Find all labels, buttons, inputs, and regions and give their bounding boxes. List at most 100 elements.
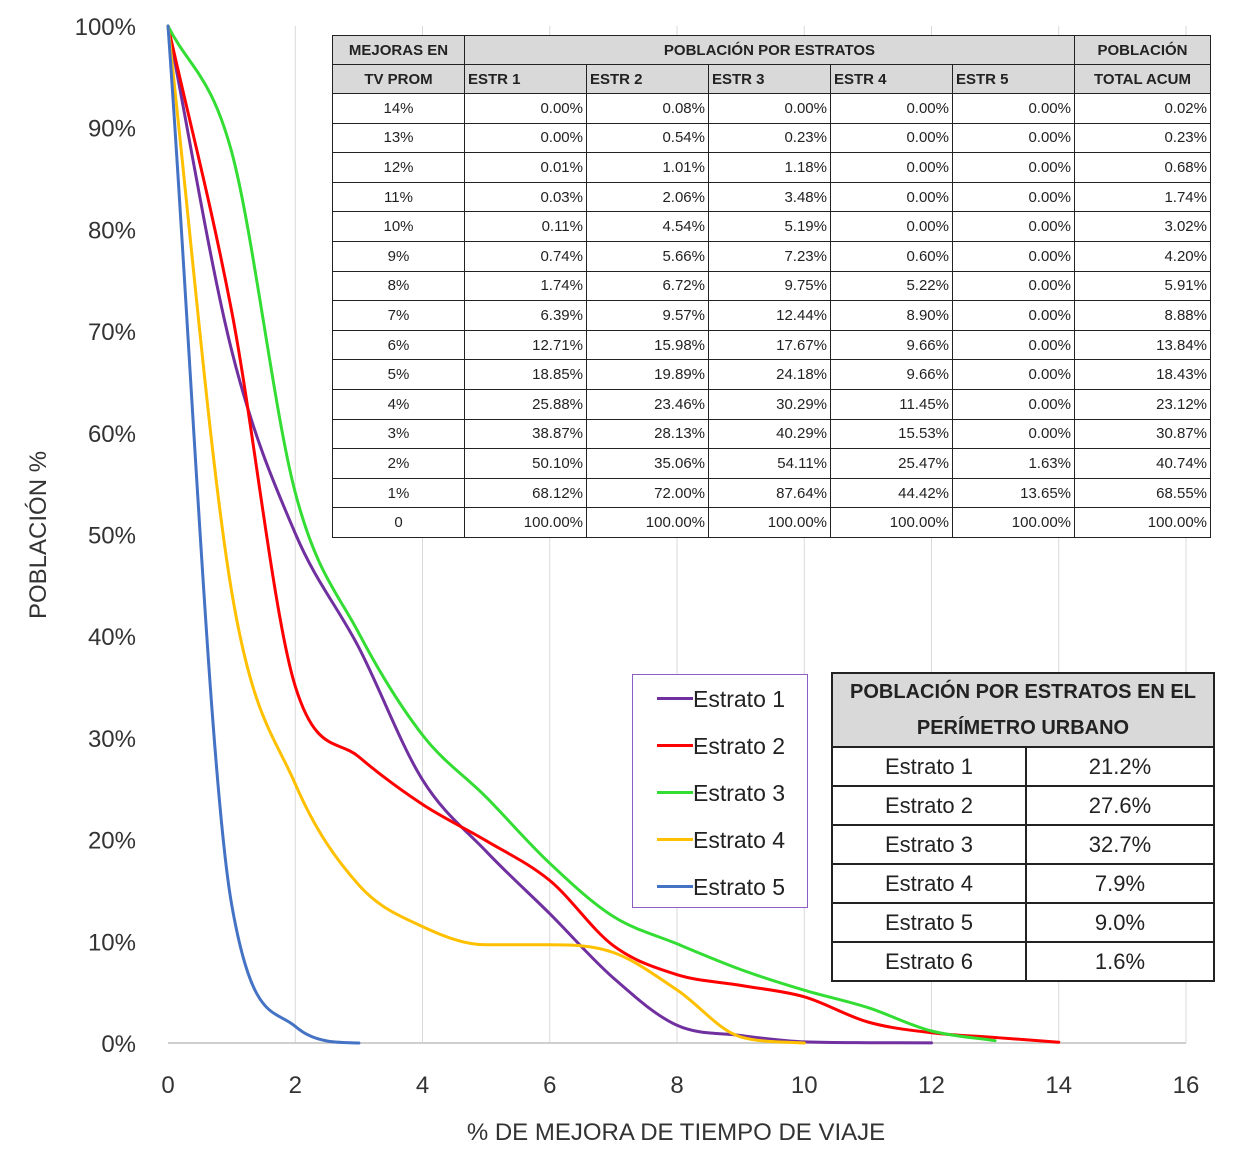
value-cell: 1.74% bbox=[464, 270, 587, 302]
value-cell: 0.03% bbox=[464, 181, 587, 213]
value-cell: 0.00% bbox=[830, 93, 953, 124]
x-tick-label: 0 bbox=[161, 1072, 174, 1099]
value-cell: 0.11% bbox=[464, 211, 587, 242]
x-tick-label: 10 bbox=[791, 1072, 818, 1099]
estrato-percent: 7.9% bbox=[1025, 863, 1215, 904]
legend-item: Estrato 3 bbox=[633, 778, 807, 808]
value-cell: 68.55% bbox=[1074, 477, 1211, 509]
table-row: 5% 18.85% 19.89% 24.18% 9.66% 0.00% 18.43% bbox=[332, 359, 1211, 390]
value-cell: 0.54% bbox=[586, 122, 709, 154]
header-poblacion-estratos: POBLACIÓN POR ESTRATOS bbox=[464, 35, 1075, 65]
table-row: 10% 0.11% 4.54% 5.19% 0.00% 0.00% 3.02% bbox=[332, 211, 1211, 242]
mejora-cell: 1% bbox=[332, 477, 465, 509]
value-cell: 11.45% bbox=[830, 388, 953, 420]
value-cell: 24.18% bbox=[708, 359, 831, 390]
summary-title: POBLACIÓN POR ESTRATOS EN EL PERÍMETRO U… bbox=[831, 672, 1215, 748]
mejora-cell: 14% bbox=[332, 93, 465, 124]
value-cell: 0.00% bbox=[952, 211, 1075, 242]
header-mejoras: MEJORAS EN bbox=[332, 35, 465, 65]
x-tick-label: 6 bbox=[543, 1072, 556, 1099]
table-row: 6% 12.71% 15.98% 17.67% 9.66% 0.00% 13.84% bbox=[332, 329, 1211, 361]
legend-swatch bbox=[657, 838, 693, 841]
value-cell: 1.18% bbox=[708, 152, 831, 183]
legend-swatch bbox=[657, 885, 693, 888]
table-row: 3% 38.87% 28.13% 40.29% 15.53% 0.00% 30.87% bbox=[332, 418, 1211, 450]
value-cell: 18.85% bbox=[464, 359, 587, 390]
value-cell: 40.29% bbox=[708, 418, 831, 450]
y-tick-label: 90% bbox=[88, 116, 136, 143]
y-tick-label: 80% bbox=[88, 217, 136, 244]
summary-title-line-1: POBLACIÓN POR ESTRATOS EN EL bbox=[850, 681, 1196, 703]
table-row: 11% 0.03% 2.06% 3.48% 0.00% 0.00% 1.74% bbox=[332, 181, 1211, 213]
value-cell: 72.00% bbox=[586, 477, 709, 509]
value-cell: 3.48% bbox=[708, 181, 831, 213]
value-cell: 18.43% bbox=[1074, 359, 1211, 390]
value-cell: 5.91% bbox=[1074, 270, 1211, 302]
x-axis-title: % DE MEJORA DE TIEMPO DE VIAJE bbox=[467, 1119, 885, 1146]
value-cell: 7.23% bbox=[708, 240, 831, 272]
value-cell: 0.00% bbox=[952, 388, 1075, 420]
value-cell: 30.29% bbox=[708, 388, 831, 420]
value-cell: 87.64% bbox=[708, 477, 831, 509]
value-cell: 0.00% bbox=[464, 122, 587, 154]
value-cell: 13.65% bbox=[952, 477, 1075, 509]
value-cell: 9.75% bbox=[708, 270, 831, 302]
value-cell: 0.00% bbox=[830, 122, 953, 154]
header-tv-prom: TV PROM bbox=[332, 64, 465, 94]
estrato-label: Estrato 5 bbox=[831, 902, 1027, 943]
value-cell: 8.90% bbox=[830, 300, 953, 331]
mejora-cell: 2% bbox=[332, 448, 465, 479]
table-row: 14% 0.00% 0.08% 0.00% 0.00% 0.00% 0.02% bbox=[332, 93, 1211, 124]
value-cell: 0.02% bbox=[1074, 93, 1211, 124]
x-tick-label: 4 bbox=[416, 1072, 429, 1099]
value-cell: 100.00% bbox=[708, 507, 831, 538]
series-line-estrato-5 bbox=[166, 24, 361, 1045]
value-cell: 0.00% bbox=[952, 93, 1075, 124]
value-cell: 3.02% bbox=[1074, 211, 1211, 242]
value-cell: 0.00% bbox=[464, 93, 587, 124]
value-cell: 0.00% bbox=[830, 181, 953, 213]
summary-row: Estrato 2 27.6% bbox=[831, 785, 1215, 826]
legend-label: Estrato 1 bbox=[693, 686, 786, 712]
y-tick-label: 60% bbox=[88, 421, 136, 448]
value-cell: 40.74% bbox=[1074, 448, 1211, 479]
data-table-body: 14% 0.00% 0.08% 0.00% 0.00% 0.00% 0.02% 13% 0.00… bbox=[332, 93, 1211, 538]
table-row: 12% 0.01% 1.01% 1.18% 0.00% 0.00% 0.68% bbox=[332, 152, 1211, 183]
estrato-percent: 21.2% bbox=[1025, 746, 1215, 787]
value-cell: 5.19% bbox=[708, 211, 831, 242]
value-cell: 0.60% bbox=[830, 240, 953, 272]
value-cell: 100.00% bbox=[952, 507, 1075, 538]
value-cell: 0.00% bbox=[952, 270, 1075, 302]
header-total-acum: TOTAL ACUM bbox=[1074, 64, 1211, 94]
y-tick-label: 10% bbox=[88, 929, 136, 956]
value-cell: 0.00% bbox=[952, 181, 1075, 213]
value-cell: 0.01% bbox=[464, 152, 587, 183]
value-cell: 19.89% bbox=[586, 359, 709, 390]
mejora-cell: 10% bbox=[332, 211, 465, 242]
value-cell: 25.88% bbox=[464, 388, 587, 420]
value-cell: 9.66% bbox=[830, 329, 953, 361]
value-cell: 0.00% bbox=[952, 359, 1075, 390]
legend-swatch bbox=[657, 744, 693, 747]
estrato-label: Estrato 2 bbox=[831, 785, 1027, 826]
summary-row: Estrato 4 7.9% bbox=[831, 863, 1215, 904]
table-row: 0 100.00% 100.00% 100.00% 100.00% 100.00% 100.… bbox=[332, 507, 1211, 538]
value-cell: 100.00% bbox=[586, 507, 709, 538]
value-cell: 0.00% bbox=[830, 211, 953, 242]
value-cell: 28.13% bbox=[586, 418, 709, 450]
value-cell: 1.63% bbox=[952, 448, 1075, 479]
header-poblacion: POBLACIÓN bbox=[1074, 35, 1211, 65]
value-cell: 50.10% bbox=[464, 448, 587, 479]
series-line-estrato-2 bbox=[166, 24, 1061, 1044]
value-cell: 23.12% bbox=[1074, 388, 1211, 420]
table-row: 1% 68.12% 72.00% 87.64% 44.42% 13.65% 68.55% bbox=[332, 477, 1211, 509]
y-tick-label: 20% bbox=[88, 828, 136, 855]
value-cell: 4.54% bbox=[586, 211, 709, 242]
mejora-cell: 3% bbox=[332, 418, 465, 450]
series-line-estrato-4 bbox=[166, 24, 806, 1045]
value-cell: 0.00% bbox=[952, 240, 1075, 272]
estrato-percent: 9.0% bbox=[1025, 902, 1215, 943]
y-axis-title: POBLACIÓN % bbox=[25, 451, 52, 619]
summary-table: POBLACIÓN POR ESTRATOS EN EL PERÍMETRO U… bbox=[831, 672, 1215, 982]
value-cell: 4.20% bbox=[1074, 240, 1211, 272]
